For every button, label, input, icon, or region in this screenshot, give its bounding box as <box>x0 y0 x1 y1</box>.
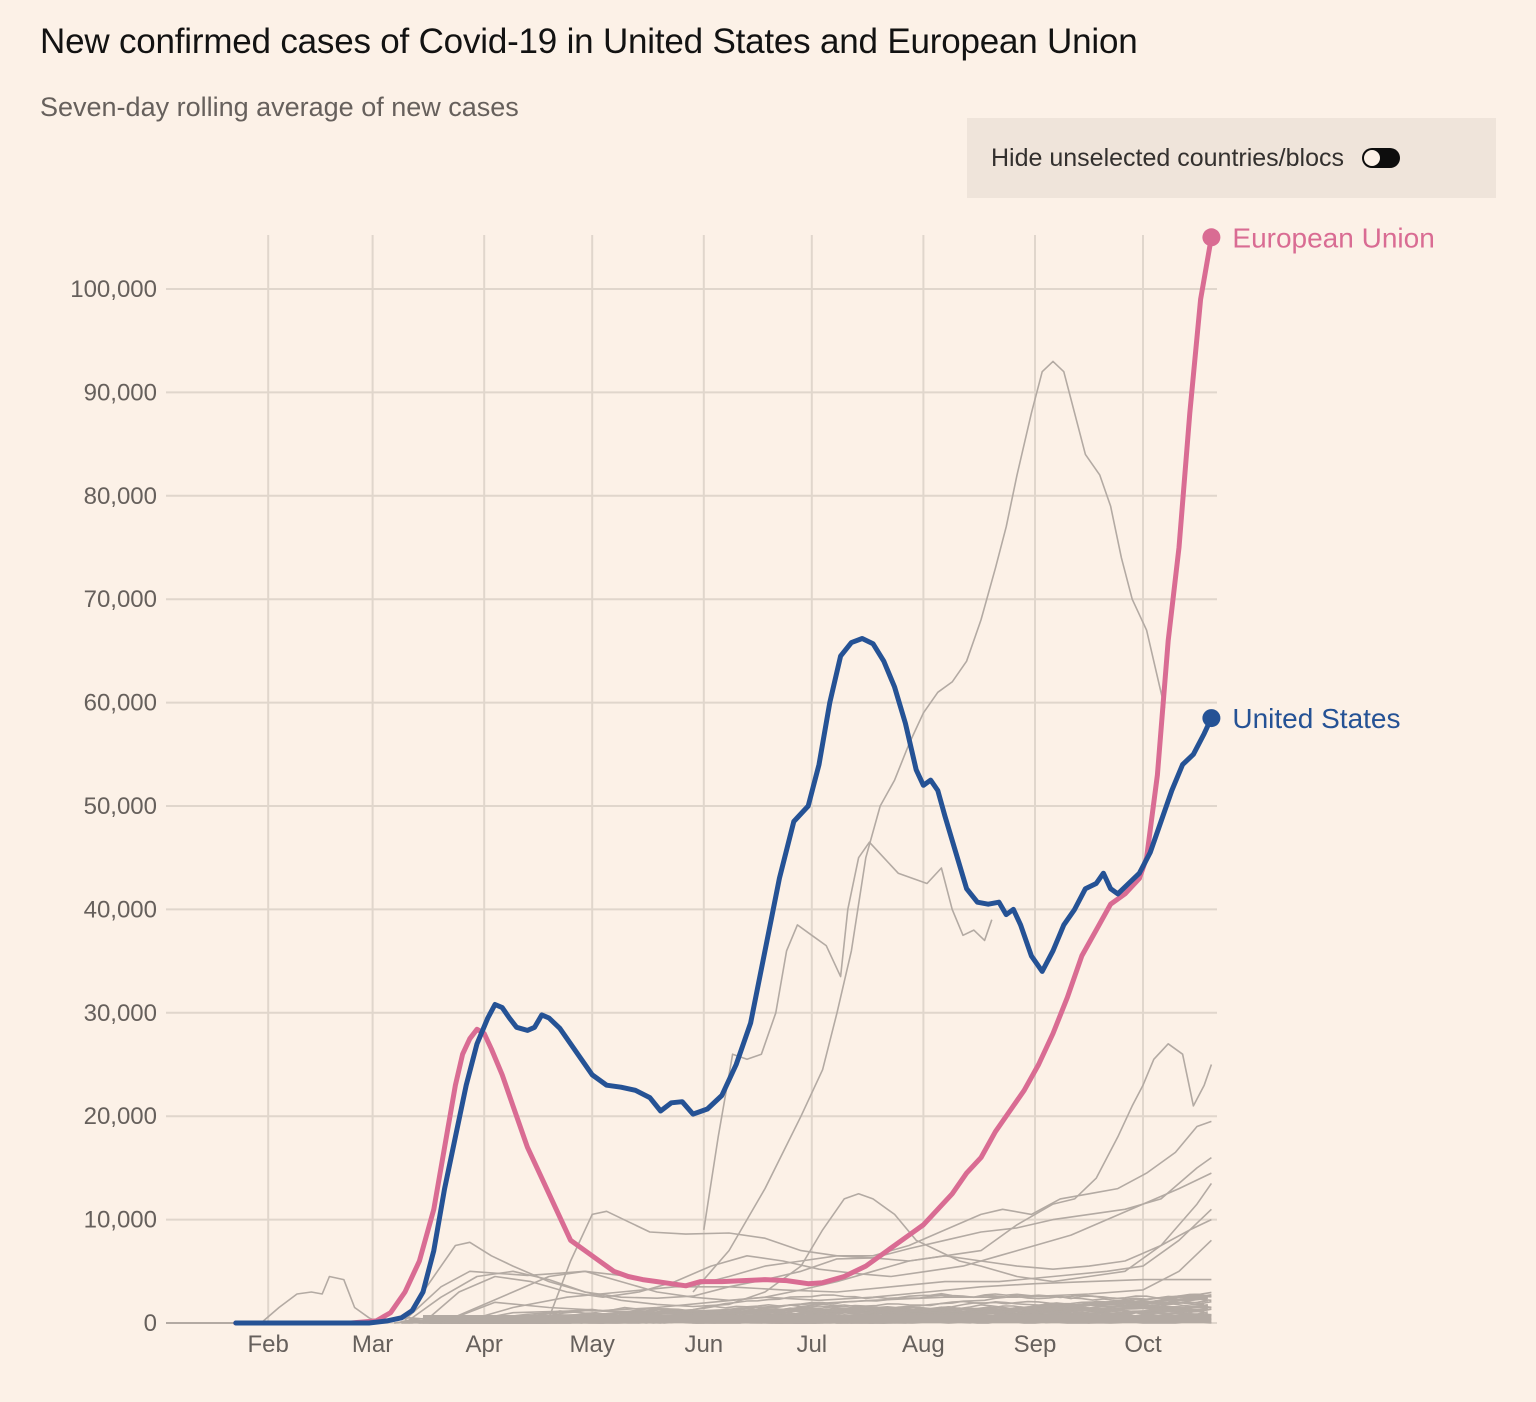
other-country-line <box>458 1208 1212 1324</box>
european-union-label: European Union <box>1232 222 1434 253</box>
other-country-line <box>440 1218 1212 1324</box>
y-axis-ticks: 0 10,000 20,000 30,000 40,000 50,000 60,000 70,… <box>70 276 157 1337</box>
toggle-knob <box>1363 150 1380 166</box>
y-tick-label: 40,000 <box>84 896 157 923</box>
horizontal-gridlines <box>166 288 1217 1324</box>
y-tick-label: 0 <box>144 1310 157 1337</box>
y-tick-label: 10,000 <box>84 1207 157 1234</box>
other-country-line <box>440 1278 1212 1324</box>
x-tick-label: Oct <box>1124 1331 1162 1358</box>
other-country-line <box>260 1275 381 1324</box>
baseline-bundle <box>423 1315 1212 1323</box>
background-bundle <box>166 1291 1212 1324</box>
vertical-gridlines <box>267 235 1144 1323</box>
other-country-line <box>703 841 993 1231</box>
chart-subtitle: Seven-day rolling average of new cases <box>40 92 519 122</box>
other-country-lines <box>260 360 1213 1324</box>
y-tick-label: 30,000 <box>84 1000 157 1027</box>
y-tick-label: 70,000 <box>84 586 157 613</box>
united-states-line[interactable] <box>233 636 1214 1326</box>
y-tick-label: 20,000 <box>84 1103 157 1130</box>
highlighted-lines <box>233 234 1214 1326</box>
united-states-label: United States <box>1232 703 1400 734</box>
x-tick-label: Mar <box>352 1331 393 1358</box>
other-country-line <box>404 1156 1212 1324</box>
y-tick-label: 60,000 <box>84 690 157 717</box>
toggle-label: Hide unselected countries/blocs <box>991 143 1344 172</box>
european-union-end-marker[interactable] <box>1202 228 1221 247</box>
toggle-switch[interactable] <box>1361 148 1400 168</box>
end-labels: European Union United States <box>1202 222 1435 734</box>
other-country-line <box>404 1120 1212 1321</box>
european-union-line[interactable] <box>233 234 1214 1326</box>
x-tick-label: Sep <box>1014 1331 1057 1358</box>
x-tick-label: Jul <box>796 1331 827 1358</box>
chart-title: New confirmed cases of Covid-19 in Unite… <box>40 22 1138 61</box>
y-tick-label: 50,000 <box>84 793 157 820</box>
x-tick-label: Apr <box>466 1331 503 1358</box>
other-country-line <box>498 1292 1212 1324</box>
y-tick-label: 80,000 <box>84 483 157 510</box>
x-tick-label: Aug <box>902 1331 945 1358</box>
other-country-line <box>458 1239 1212 1324</box>
other-country-line <box>692 360 1166 1293</box>
other-country-line <box>422 1172 1212 1324</box>
other-country-line <box>404 1182 1213 1319</box>
x-tick-label: Jun <box>684 1331 723 1358</box>
other-country-line <box>548 1043 1213 1319</box>
x-tick-label: Feb <box>248 1331 289 1358</box>
x-axis-ticks: Feb Mar Apr May Jun Jul Aug Sep Oct <box>248 1331 1162 1358</box>
y-tick-label: 90,000 <box>84 379 157 406</box>
y-tick-label: 100,000 <box>70 276 157 303</box>
united-states-end-marker[interactable] <box>1202 709 1221 728</box>
hide-unselected-toggle[interactable]: Hide unselected countries/blocs <box>967 118 1496 198</box>
x-tick-label: May <box>570 1331 615 1358</box>
